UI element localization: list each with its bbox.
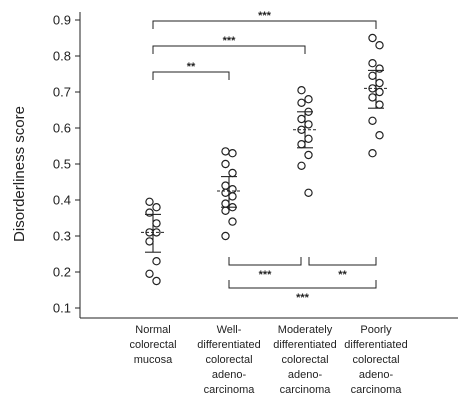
- x-category-label: adeno-: [288, 369, 323, 381]
- data-point: [152, 276, 161, 286]
- y-tick-label: 0.6: [53, 121, 71, 136]
- data-point: [375, 100, 384, 109]
- significance-label: ***: [296, 292, 310, 304]
- data-point: [221, 147, 230, 156]
- y-tick-label: 0.9: [53, 13, 71, 28]
- y-tick-label: 0.4: [53, 193, 71, 208]
- y-tick-label: 0.8: [53, 49, 71, 64]
- data-point: [152, 202, 161, 212]
- data-point: [304, 150, 313, 160]
- data-point: [228, 148, 237, 158]
- y-tick-label: 0.2: [53, 265, 71, 280]
- data-point: [304, 188, 313, 197]
- data-point: [368, 116, 377, 126]
- y-axis-label: Disorderliness score: [11, 106, 28, 242]
- x-category-label: adeno-: [359, 369, 394, 381]
- data-point: [221, 159, 230, 169]
- data-point: [228, 217, 237, 226]
- significance-bracket: [152, 20, 377, 29]
- data-point: [297, 161, 306, 170]
- x-category-label: differentiated: [344, 339, 407, 351]
- x-category-label: colorectal: [352, 354, 399, 366]
- data-point: [297, 85, 306, 95]
- data-point: [304, 134, 313, 143]
- data-point: [304, 120, 313, 129]
- x-category-label: colorectal: [129, 339, 176, 351]
- x-category-label: Well-: [217, 324, 242, 336]
- data-point: [221, 188, 230, 197]
- x-category-label: colorectal: [281, 354, 328, 366]
- y-tick-label: 0.7: [53, 85, 71, 100]
- y-tick-label: 0.3: [53, 229, 71, 244]
- significance-label: ***: [258, 10, 272, 22]
- data-point: [152, 257, 161, 266]
- data-point: [368, 148, 377, 158]
- data-point: [152, 219, 161, 228]
- x-category-label: Poorly: [360, 324, 392, 336]
- data-point: [368, 71, 377, 81]
- data-point: [228, 168, 237, 178]
- x-category-label: colorectal: [205, 354, 252, 366]
- y-tick-label: 0.5: [53, 157, 71, 172]
- x-category-label: Normal: [135, 324, 170, 336]
- data-point: [368, 93, 377, 102]
- data-point: [221, 206, 230, 215]
- x-category-label: differentiated: [197, 339, 260, 351]
- data-point: [375, 87, 384, 97]
- significance-label: **: [338, 269, 347, 281]
- data-point: [368, 33, 377, 43]
- data-point: [221, 231, 230, 241]
- data-point: [375, 41, 384, 50]
- data-point: [368, 59, 377, 68]
- data-point: [375, 78, 384, 88]
- x-category-label: carcinoma: [280, 384, 332, 396]
- x-category-label: differentiated: [273, 339, 336, 351]
- data-point: [297, 114, 306, 124]
- data-point: [228, 184, 237, 194]
- x-category-label: carcinoma: [204, 384, 256, 396]
- x-category-label: carcinoma: [351, 384, 403, 396]
- significance-label: ***: [223, 35, 237, 47]
- significance-label: **: [187, 61, 196, 73]
- x-category-label: Moderately: [278, 324, 333, 336]
- x-category-label: adeno-: [212, 369, 247, 381]
- significance-bracket: [308, 257, 377, 266]
- data-point: [221, 181, 230, 190]
- data-point: [145, 197, 154, 206]
- data-point: [145, 208, 154, 217]
- significance-bracket: [152, 45, 306, 54]
- data-point: [297, 139, 306, 149]
- data-point: [221, 199, 230, 208]
- data-point: [145, 237, 154, 246]
- significance-bracket: [152, 71, 230, 80]
- y-tick-label: 0.1: [53, 301, 71, 316]
- x-category-label: mucosa: [134, 354, 173, 366]
- significance-bracket: [228, 280, 377, 289]
- data-point: [228, 192, 237, 201]
- significance-label: ***: [259, 269, 273, 281]
- data-point: [297, 98, 306, 108]
- data-point: [145, 269, 154, 278]
- data-point: [375, 64, 384, 73]
- significance-bracket: [228, 257, 302, 266]
- data-point: [304, 94, 313, 104]
- data-point: [375, 130, 384, 140]
